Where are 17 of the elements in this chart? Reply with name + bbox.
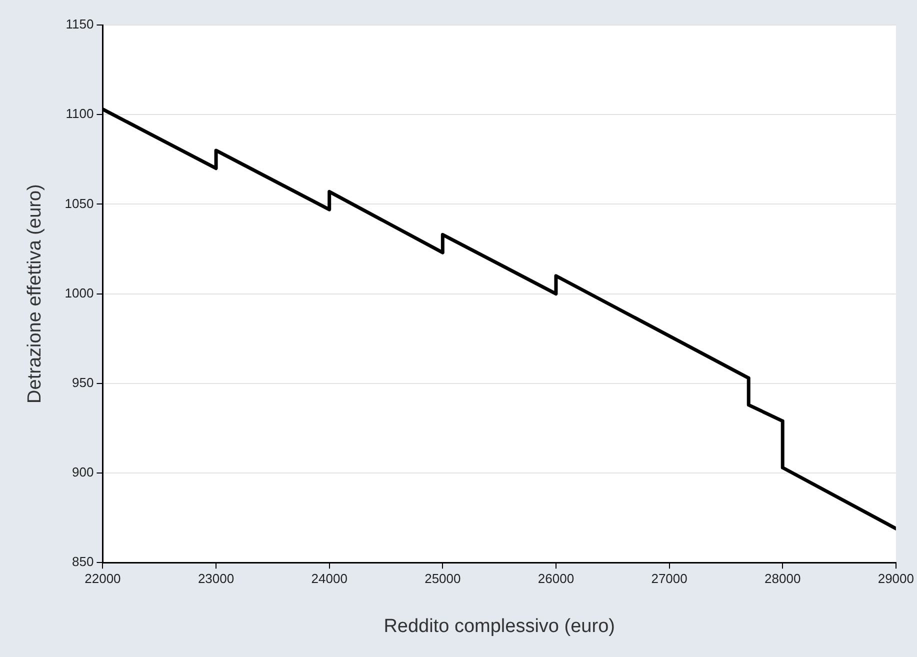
x-tick-label: 28000 xyxy=(764,570,801,586)
x-tick-label: 22000 xyxy=(84,570,121,586)
x-tick-label: 26000 xyxy=(538,570,574,586)
x-tick-label: 29000 xyxy=(878,570,914,586)
x-tick-label: 23000 xyxy=(198,570,234,586)
y-tick-label: 850 xyxy=(72,554,94,570)
y-tick-label: 1100 xyxy=(66,106,94,122)
y-tick-label: 1150 xyxy=(66,16,94,32)
y-axis-title: Detrazione effettiva (euro) xyxy=(24,184,46,404)
x-axis-title: Reddito complessivo (euro) xyxy=(384,616,615,637)
x-tick-label: 25000 xyxy=(424,570,461,586)
y-tick-label: 950 xyxy=(72,374,94,390)
y-tick-label: 1050 xyxy=(64,196,94,211)
x-tick-label: 27000 xyxy=(651,570,688,586)
y-tick-label: 900 xyxy=(72,464,94,480)
y-tick-label: 1000 xyxy=(64,285,94,300)
x-tick-label: 24000 xyxy=(311,570,348,586)
